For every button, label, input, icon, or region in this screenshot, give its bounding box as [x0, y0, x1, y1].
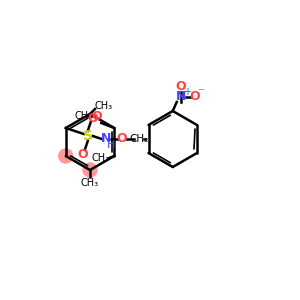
Text: O: O: [91, 110, 102, 122]
Text: CH₃: CH₃: [74, 111, 92, 121]
Text: O: O: [176, 80, 186, 94]
Text: ⁻: ⁻: [197, 86, 204, 100]
Text: O: O: [116, 133, 127, 146]
Text: O: O: [87, 112, 98, 124]
Text: S: S: [83, 129, 93, 143]
Text: +: +: [183, 87, 191, 97]
Text: O: O: [77, 148, 88, 160]
Text: CH₃: CH₃: [81, 178, 99, 188]
Text: CH₃: CH₃: [95, 101, 113, 111]
Text: O: O: [189, 91, 200, 103]
Text: N: N: [176, 91, 186, 103]
Circle shape: [83, 163, 97, 177]
Text: H: H: [106, 140, 115, 150]
Text: CH₃: CH₃: [91, 153, 109, 163]
Text: N: N: [100, 133, 111, 146]
Circle shape: [59, 149, 73, 163]
Text: CH₂: CH₂: [129, 134, 148, 144]
